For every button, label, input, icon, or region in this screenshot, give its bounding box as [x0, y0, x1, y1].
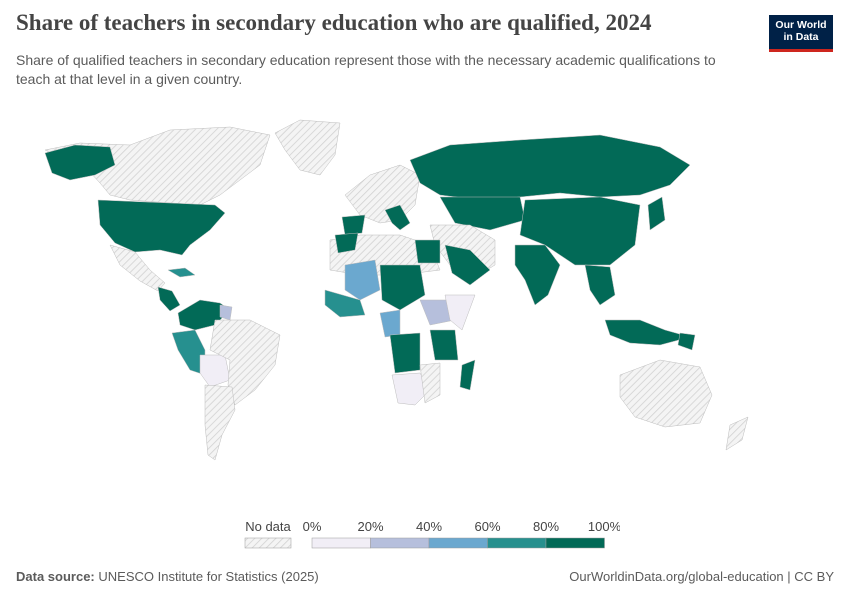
- region-china[interactable]: [519, 196, 641, 266]
- legend-tick-label: 20%: [357, 519, 383, 534]
- region-bolivia[interactable]: [199, 354, 231, 388]
- region-alaska[interactable]: [44, 144, 116, 181]
- region-russia[interactable]: [409, 134, 691, 201]
- legend-bin[interactable]: [545, 537, 605, 549]
- logo-line-1: Our World: [775, 19, 827, 31]
- owid-logo[interactable]: Our World in Data: [769, 15, 833, 52]
- region-japan[interactable]: [647, 196, 666, 231]
- footer-source: Data source: UNESCO Institute for Statis…: [16, 569, 319, 584]
- region-india[interactable]: [514, 244, 561, 306]
- region-egypt[interactable]: [414, 239, 441, 264]
- region-central-asia[interactable]: [439, 196, 526, 231]
- region-caribbean[interactable]: [167, 267, 196, 278]
- legend-ticks: 0% 20% 40% 60% 80% 100%: [303, 519, 622, 534]
- legend-tick-label: 0%: [303, 519, 322, 534]
- region-southern-cone[interactable]: [204, 384, 236, 461]
- region-australia[interactable]: [619, 359, 713, 428]
- legend-bins: [311, 537, 605, 549]
- source-text[interactable]: UNESCO Institute for Statistics (2025): [98, 569, 319, 584]
- region-brazil[interactable]: [209, 319, 281, 406]
- region-mexico[interactable]: [109, 244, 166, 292]
- legend-tick-label: 60%: [474, 519, 500, 534]
- region-usa[interactable]: [97, 199, 226, 256]
- region-papua-new-guinea[interactable]: [677, 332, 696, 351]
- world-map[interactable]: [0, 105, 850, 505]
- legend-bin[interactable]: [487, 537, 547, 549]
- region-italy-balkans[interactable]: [384, 204, 411, 231]
- region-new-zealand[interactable]: [725, 416, 749, 451]
- legend-no-data-swatch[interactable]: [244, 537, 292, 549]
- legend: No data 0% 20% 40% 60% 80% 100%: [240, 517, 622, 557]
- legend-bin[interactable]: [428, 537, 488, 549]
- region-central-america[interactable]: [157, 286, 181, 312]
- logo-line-2: in Data: [783, 31, 819, 43]
- region-madagascar[interactable]: [459, 359, 476, 391]
- region-greenland[interactable]: [274, 119, 341, 176]
- legend-bin[interactable]: [370, 537, 430, 549]
- region-west-africa[interactable]: [324, 289, 366, 318]
- chart-title: Share of teachers in secondary education…: [16, 10, 652, 35]
- region-mozambique[interactable]: [419, 362, 441, 404]
- region-central-africa[interactable]: [379, 309, 401, 338]
- footer-link[interactable]: OurWorldinData.org/global-education | CC…: [569, 569, 834, 584]
- region-arabia[interactable]: [444, 244, 491, 286]
- legend-tick-label: 100%: [588, 519, 620, 534]
- region-iberia[interactable]: [341, 214, 366, 236]
- region-southeast-asia[interactable]: [584, 264, 616, 306]
- source-label: Data source:: [16, 569, 95, 584]
- region-indonesia[interactable]: [604, 319, 691, 346]
- legend-tick-label: 80%: [533, 519, 559, 534]
- region-southern-africa[interactable]: [391, 372, 431, 406]
- legend-bin[interactable]: [311, 537, 371, 549]
- region-guiana[interactable]: [219, 304, 233, 321]
- region-east-africa[interactable]: [429, 329, 459, 361]
- region-chad-sudan[interactable]: [379, 264, 426, 311]
- legend-no-data-label: No data: [245, 519, 291, 534]
- region-europe[interactable]: [344, 164, 421, 224]
- region-morocco[interactable]: [334, 232, 359, 254]
- region-horn[interactable]: [444, 294, 476, 331]
- region-congo[interactable]: [389, 332, 421, 374]
- region-mali-niger[interactable]: [344, 259, 381, 301]
- legend-tick-label: 40%: [416, 519, 442, 534]
- chart-subtitle: Share of qualified teachers in secondary…: [16, 52, 716, 87]
